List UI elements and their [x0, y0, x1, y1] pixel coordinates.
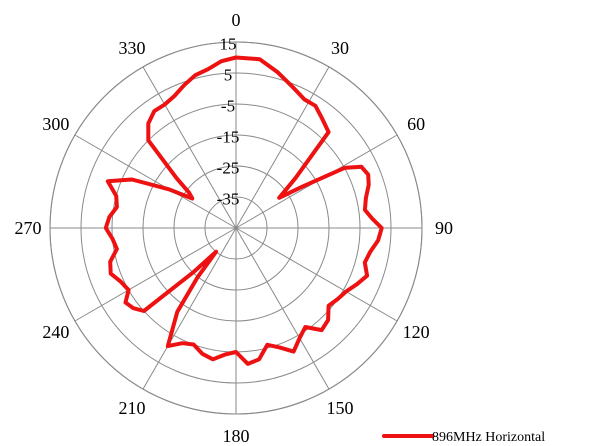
grid-spoke [142, 227, 237, 390]
angle-tick-label: 180 [223, 426, 250, 446]
grid-spoke [235, 227, 398, 322]
radial-tick-label: -25 [217, 159, 240, 178]
legend: 896MHz Horizontal [382, 430, 545, 445]
angle-tick-label: 90 [435, 218, 453, 238]
angle-tick-label: 30 [331, 38, 349, 58]
angle-tick-label: 0 [232, 10, 241, 30]
grid-spoke [74, 134, 237, 229]
tick-labels: 0 30 60 90 120 150 180 210 240 270 300 330 15 5 -5 -15 -… [15, 10, 454, 446]
angle-tick-label: 270 [15, 218, 42, 238]
radial-tick-label: 5 [224, 66, 233, 85]
angle-tick-label: 210 [119, 398, 146, 418]
angle-tick-label: 300 [42, 114, 69, 134]
angle-tick-label: 150 [327, 398, 354, 418]
angle-tick-label: 240 [42, 322, 69, 342]
radial-tick-label: 15 [220, 35, 237, 54]
series-line [103, 55, 384, 366]
grid-spoke [142, 66, 237, 229]
radial-tick-label: -5 [221, 97, 235, 116]
legend-label: 896MHz Horizontal [432, 430, 545, 445]
grid-spoke [235, 66, 330, 229]
radial-tick-label: -35 [217, 190, 240, 209]
radial-tick-label: -15 [217, 128, 240, 147]
grid-spoke [235, 227, 330, 390]
angle-tick-label: 60 [407, 114, 425, 134]
angle-tick-label: 330 [119, 38, 146, 58]
grid-spoke [74, 227, 237, 322]
angle-tick-label: 120 [403, 322, 430, 342]
series-layer [103, 55, 384, 366]
